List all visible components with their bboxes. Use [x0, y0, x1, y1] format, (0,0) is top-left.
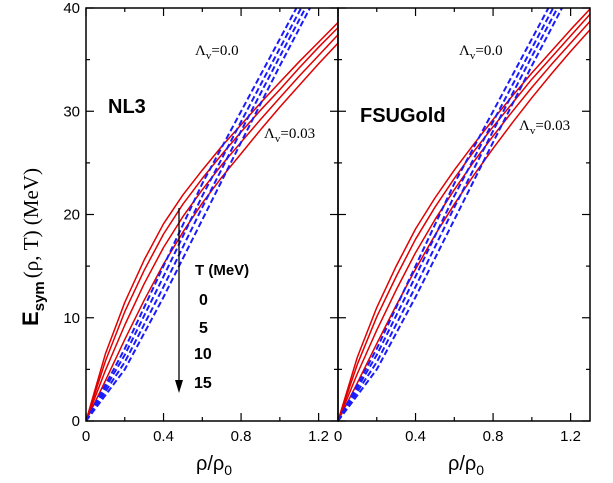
series-line-red-solid — [86, 21, 338, 421]
x-tick-label: 0 — [334, 428, 342, 445]
x-tick-label: 0.4 — [153, 428, 174, 445]
series-line-blue-dashed — [86, 8, 303, 421]
series-line-red-solid — [338, 13, 590, 421]
x-axis-label: ρ/ρ0 — [448, 453, 484, 478]
temperature-arrow — [175, 208, 183, 393]
series-line-red-solid — [338, 29, 590, 421]
series-line-red-solid — [338, 8, 590, 421]
panel-label: NL3 — [108, 96, 146, 118]
x-tick-label: 0.4 — [405, 428, 426, 445]
lambda-annotation: Λv=0.0 — [459, 43, 503, 62]
series-line-blue-dashed — [338, 8, 559, 421]
series-line-blue-dashed — [86, 8, 312, 421]
panel-fsugold: 0 0.4 0.8 1.2 ρ/ρ0 FSUGold Λv=0.0 Λv=0.03 — [334, 7, 591, 478]
temperature-legend: T (MeV) 0 5 10 15 — [194, 262, 249, 392]
lambda-annotation: Λv=0.03 — [519, 118, 570, 137]
temperature-label: 10 — [194, 346, 212, 363]
x-tick-label: 0.8 — [483, 428, 504, 445]
x-tick-label: 1.2 — [560, 428, 581, 445]
y-tick-label: 20 — [63, 207, 80, 224]
plot-frame — [337, 7, 591, 422]
x-tick-label: 0 — [82, 428, 90, 445]
temperature-label: 15 — [194, 375, 212, 392]
series-line-blue-dashed — [338, 8, 555, 421]
lambda-annotation: Λv=0.03 — [264, 126, 315, 145]
series-line-blue-dashed — [86, 8, 298, 421]
x-axis-label: ρ/ρ0 — [196, 453, 232, 478]
temperature-label: 5 — [199, 320, 208, 337]
temperature-label: 0 — [199, 292, 208, 309]
panel-label: FSUGold — [360, 105, 446, 127]
plot-frame — [85, 7, 339, 422]
y-tick-label: 10 — [63, 310, 80, 327]
y-tick-label: 30 — [63, 103, 80, 120]
x-tick-label: 1.2 — [308, 428, 329, 445]
y-tick-label: 0 — [72, 413, 80, 430]
lambda-annotation: Λv=0.0 — [195, 43, 239, 62]
panel-nl3: 0 0.4 0.8 1.2 0 10 20 30 40 ρ/ρ0 NL3 Λv=0.0 Λv=0.03 — [63, 0, 339, 478]
series-line-red-solid — [86, 34, 338, 421]
temperature-header: T (MeV) — [195, 262, 249, 279]
y-axis-label: Esym(ρ, T) (MeV) — [18, 168, 48, 326]
y-tick-label: 40 — [63, 0, 80, 17]
series-line-blue-dashed — [86, 8, 307, 421]
series-line-blue-dashed — [338, 8, 550, 421]
series-line-red-solid — [338, 20, 590, 421]
x-tick-label: 0.8 — [231, 428, 252, 445]
series-line-red-solid — [86, 27, 338, 421]
series-line-blue-dashed — [338, 8, 564, 421]
